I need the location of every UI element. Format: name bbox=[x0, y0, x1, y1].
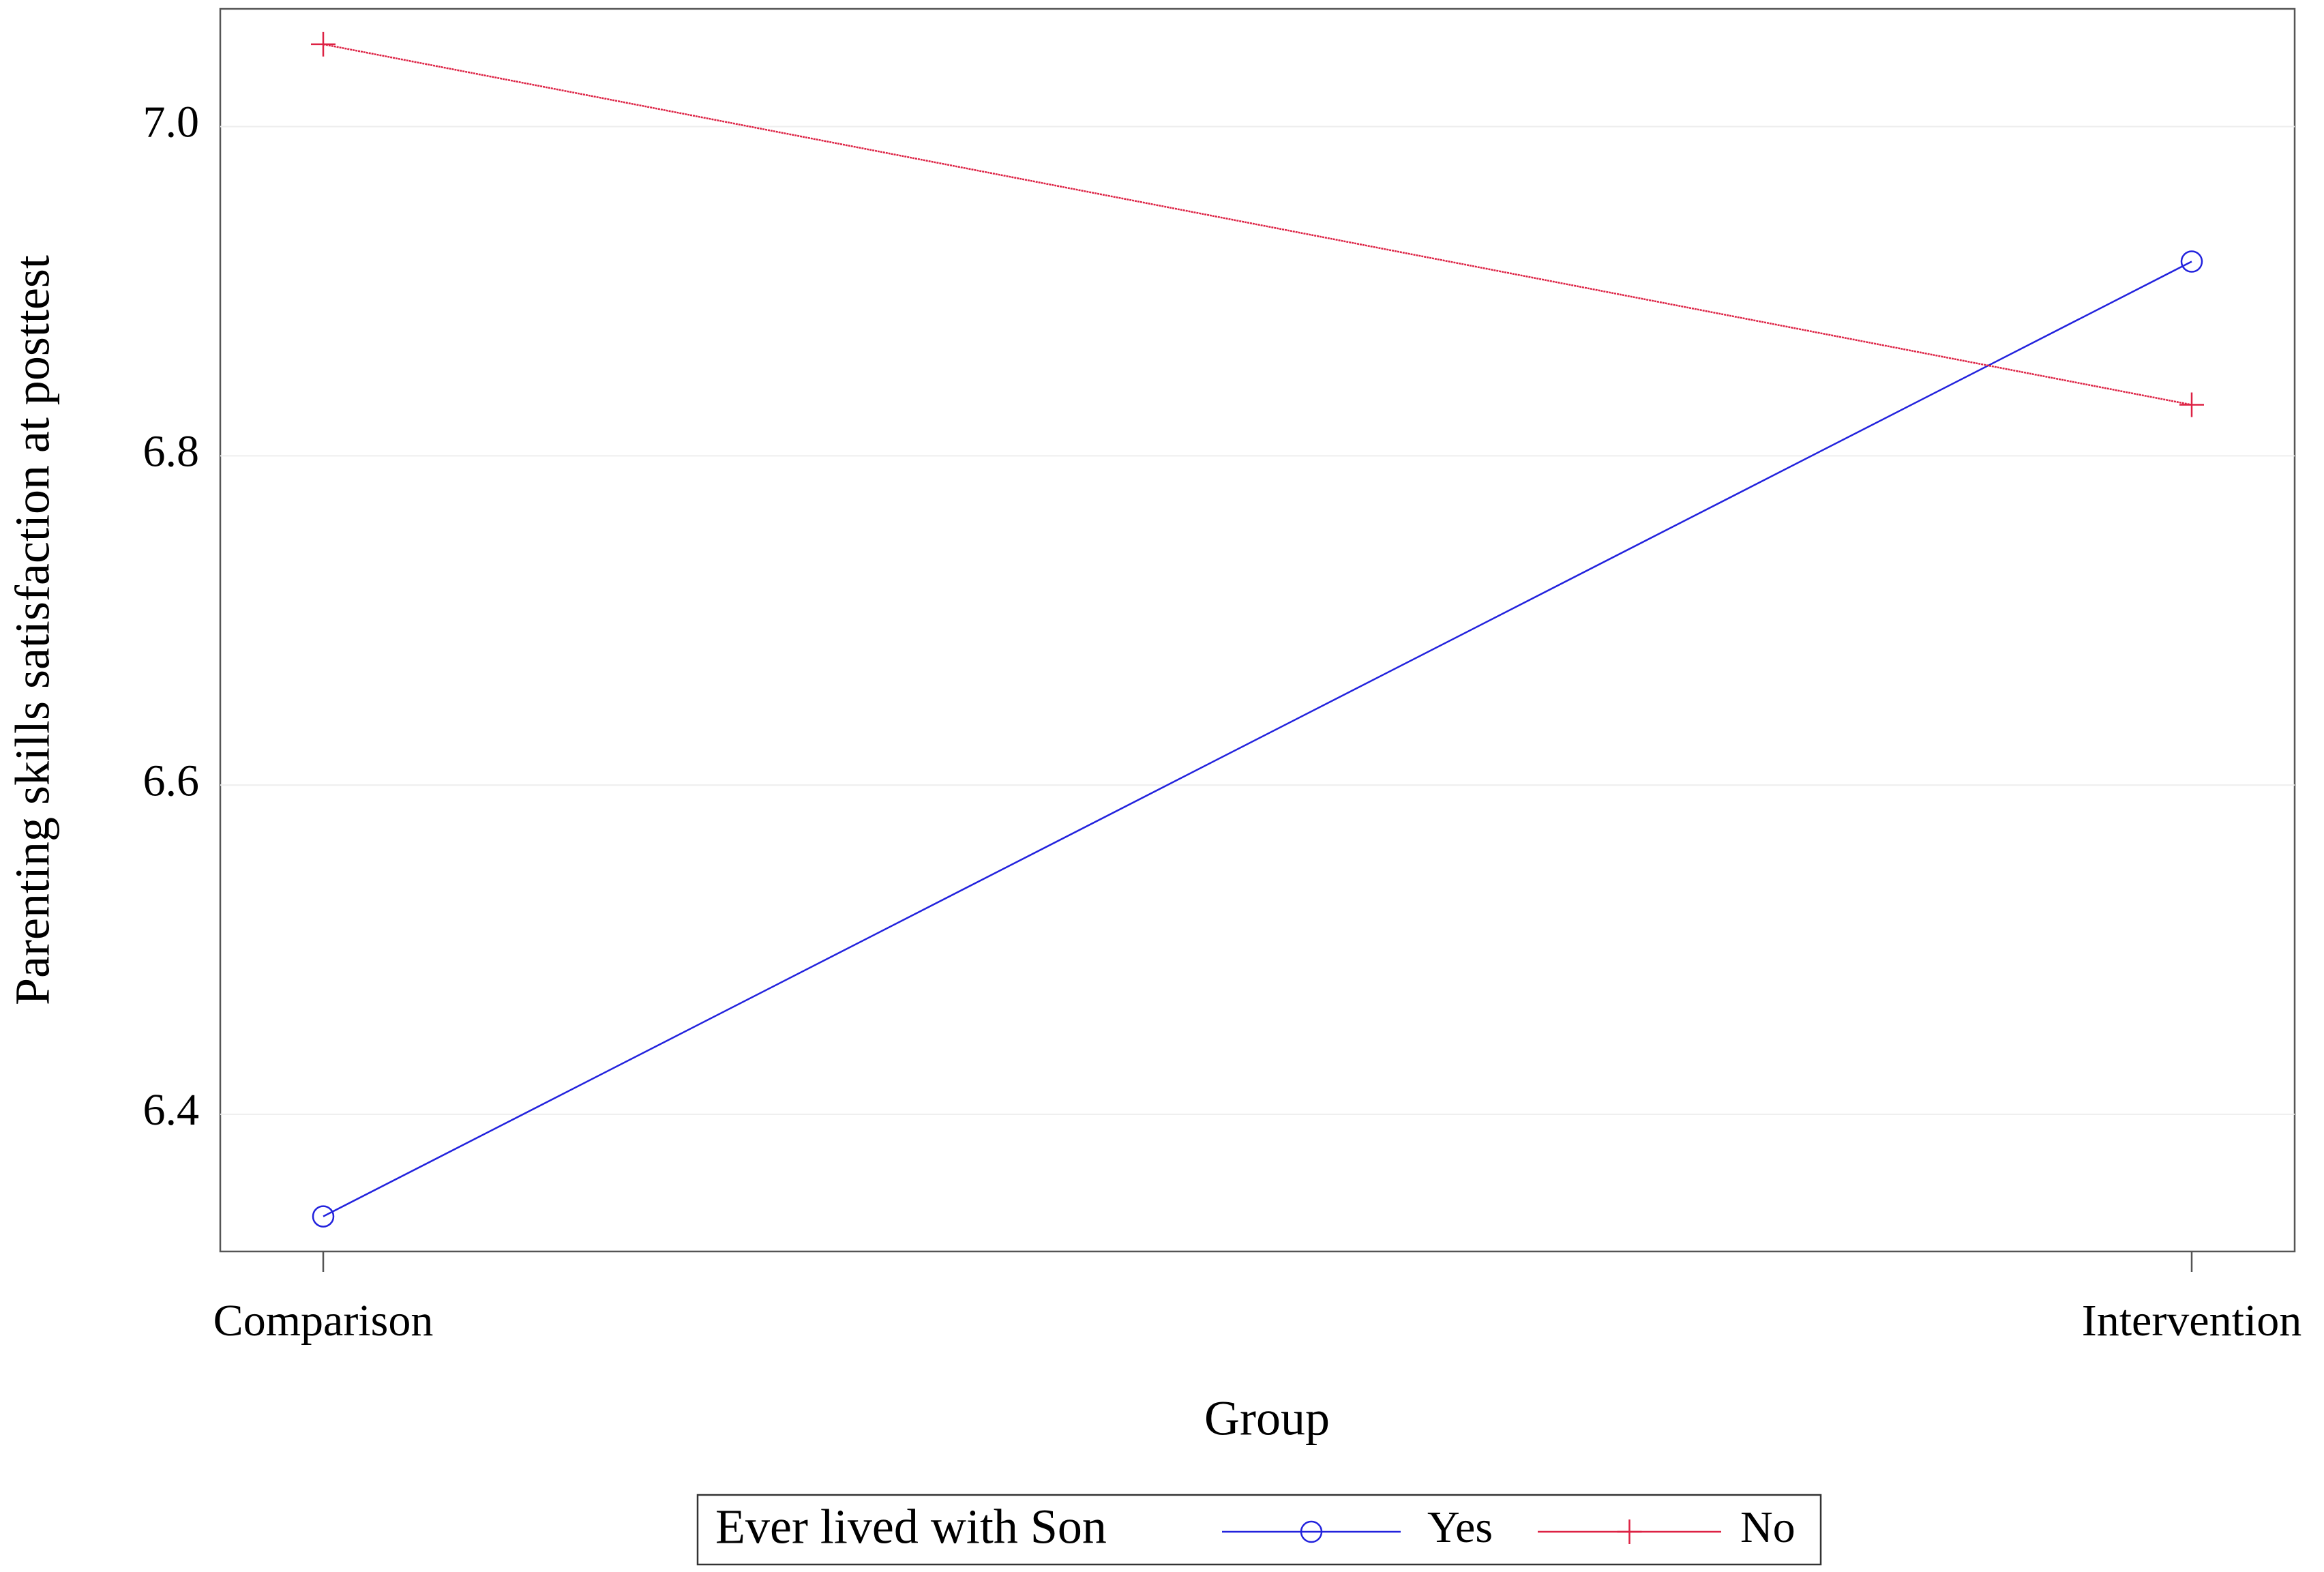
series-line bbox=[323, 261, 2192, 1217]
y-tick-label: 6.6 bbox=[143, 756, 200, 805]
legend: Ever lived with Son Yes No bbox=[696, 1494, 1822, 1566]
legend-label: Yes bbox=[1427, 1502, 1493, 1552]
y-axis-label: Parenting skills satisfaction at posttes… bbox=[5, 255, 60, 1005]
plot-frame bbox=[219, 8, 2296, 1253]
y-tick-label: 7.0 bbox=[143, 98, 200, 147]
point bbox=[2180, 250, 2203, 273]
y-tick-label: 6.4 bbox=[143, 1085, 200, 1135]
point bbox=[311, 31, 336, 57]
legend-marker bbox=[1300, 1520, 1323, 1543]
point bbox=[2179, 392, 2204, 417]
y-tick-label: 6.8 bbox=[143, 427, 200, 477]
legend-title: Ever lived with Son bbox=[715, 1500, 1107, 1554]
legend-box bbox=[696, 1494, 1822, 1566]
point bbox=[312, 1205, 335, 1228]
series-line bbox=[323, 43, 2192, 406]
x-axis-label: Group bbox=[1204, 1391, 1330, 1446]
legend-label: No bbox=[1740, 1502, 1796, 1552]
x-tick-label: Intervention bbox=[2082, 1296, 2302, 1346]
legend-marker bbox=[1617, 1519, 1642, 1544]
x-tick-label: Comparison bbox=[213, 1296, 434, 1346]
